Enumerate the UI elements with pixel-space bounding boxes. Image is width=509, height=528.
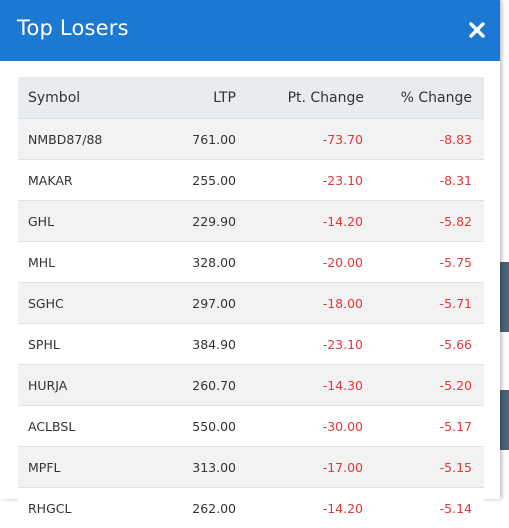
cell-ltp: 260.70 [159, 365, 236, 406]
column-header-pct-change[interactable]: % Change [364, 77, 484, 119]
cell-ltp: 384.90 [159, 324, 236, 365]
top-losers-table: Symbol LTP Pt. Change % Change NMBD87/88… [18, 77, 484, 528]
cell-pt-change: -14.20 [236, 488, 364, 528]
top-losers-modal: Top Losers Symbol LTP Pt. Change % Chang… [0, 0, 500, 499]
cell-pt-change: -23.10 [236, 324, 364, 365]
cell-symbol[interactable]: MAKAR [18, 160, 159, 201]
cell-pct-change: -5.71 [364, 283, 484, 324]
modal-title: Top Losers [17, 16, 129, 40]
cell-pct-change: -5.66 [364, 324, 484, 365]
cell-pct-change: -8.31 [364, 160, 484, 201]
close-icon [466, 19, 488, 41]
close-button[interactable] [466, 19, 488, 41]
column-header-pt-change[interactable]: Pt. Change [236, 77, 364, 119]
table-header-row: Symbol LTP Pt. Change % Change [18, 77, 484, 119]
cell-pt-change: -14.20 [236, 201, 364, 242]
cell-symbol[interactable]: MHL [18, 242, 159, 283]
cell-symbol[interactable]: SGHC [18, 283, 159, 324]
cell-ltp: 550.00 [159, 406, 236, 447]
cell-symbol[interactable]: HURJA [18, 365, 159, 406]
column-header-symbol[interactable]: Symbol [18, 77, 159, 119]
cell-pt-change: -14.30 [236, 365, 364, 406]
cell-ltp: 262.00 [159, 488, 236, 528]
cell-pt-change: -20.00 [236, 242, 364, 283]
cell-symbol[interactable]: MPFL [18, 447, 159, 488]
cell-symbol[interactable]: NMBD87/88 [18, 119, 159, 160]
cell-pct-change: -5.17 [364, 406, 484, 447]
cell-pt-change: -18.00 [236, 283, 364, 324]
cell-pt-change: -73.70 [236, 119, 364, 160]
cell-pct-change: -8.83 [364, 119, 484, 160]
cell-symbol[interactable]: ACLBSL [18, 406, 159, 447]
cell-symbol[interactable]: SPHL [18, 324, 159, 365]
cell-ltp: 313.00 [159, 447, 236, 488]
column-header-ltp[interactable]: LTP [159, 77, 236, 119]
cell-pct-change: -5.82 [364, 201, 484, 242]
cell-pt-change: -17.00 [236, 447, 364, 488]
cell-pct-change: -5.20 [364, 365, 484, 406]
backdrop-strip [500, 390, 509, 450]
cell-symbol[interactable]: RHGCL [18, 488, 159, 528]
cell-ltp: 255.00 [159, 160, 236, 201]
cell-ltp: 229.90 [159, 201, 236, 242]
backdrop-strip [500, 262, 509, 332]
cell-pt-change: -23.10 [236, 160, 364, 201]
cell-symbol[interactable]: GHL [18, 201, 159, 242]
cell-pct-change: -5.15 [364, 447, 484, 488]
top-losers-table-wrap: Symbol LTP Pt. Change % Change NMBD87/88… [18, 77, 484, 528]
cell-ltp: 297.00 [159, 283, 236, 324]
cell-pct-change: -5.14 [364, 488, 484, 528]
cell-pt-change: -30.00 [236, 406, 364, 447]
cell-ltp: 328.00 [159, 242, 236, 283]
cell-pct-change: -5.75 [364, 242, 484, 283]
modal-header: Top Losers [0, 0, 500, 61]
cell-ltp: 761.00 [159, 119, 236, 160]
